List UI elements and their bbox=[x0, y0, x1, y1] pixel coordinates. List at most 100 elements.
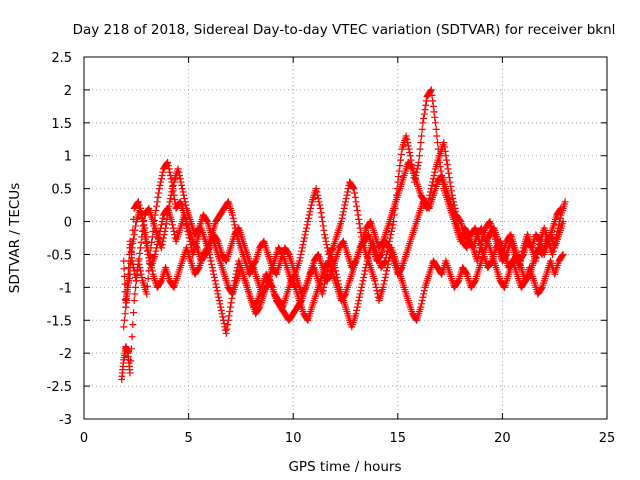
data-point bbox=[340, 204, 348, 212]
data-point bbox=[535, 236, 543, 244]
data-point bbox=[158, 171, 166, 179]
data-point bbox=[354, 300, 362, 308]
data-point bbox=[208, 260, 216, 268]
data-point bbox=[171, 196, 179, 204]
data-point bbox=[166, 168, 174, 176]
data-point bbox=[297, 250, 305, 258]
data-point bbox=[381, 277, 389, 285]
data-point bbox=[291, 282, 299, 290]
data-point bbox=[207, 257, 215, 265]
data-point bbox=[167, 191, 175, 199]
data-point bbox=[341, 291, 349, 299]
data-point bbox=[441, 147, 449, 155]
data-point bbox=[166, 198, 174, 206]
data-point bbox=[160, 231, 168, 239]
data-point bbox=[304, 218, 312, 226]
data-point bbox=[164, 162, 172, 170]
data-point bbox=[442, 152, 450, 160]
data-point bbox=[145, 254, 153, 262]
data-point bbox=[210, 273, 218, 281]
y-tick-label-8: 1 bbox=[64, 150, 72, 165]
data-point bbox=[525, 271, 533, 279]
data-point bbox=[152, 207, 160, 215]
y-tick-label-1: -2.5 bbox=[47, 380, 72, 395]
data-point bbox=[206, 254, 214, 262]
data-point bbox=[251, 258, 259, 266]
data-point bbox=[441, 143, 449, 151]
data-point bbox=[219, 313, 227, 321]
data-point bbox=[154, 193, 162, 201]
data-point bbox=[404, 142, 412, 150]
data-point bbox=[337, 218, 345, 226]
data-point bbox=[353, 303, 361, 311]
data-point bbox=[428, 181, 436, 189]
data-point bbox=[419, 119, 427, 127]
data-point bbox=[305, 211, 313, 219]
data-point bbox=[136, 204, 144, 212]
data-point bbox=[558, 252, 566, 260]
data-point bbox=[350, 185, 358, 193]
data-point bbox=[323, 241, 331, 249]
data-point bbox=[303, 221, 311, 229]
data-point bbox=[420, 114, 428, 122]
data-point bbox=[194, 265, 202, 273]
data-point bbox=[353, 306, 361, 314]
data-point bbox=[159, 168, 167, 176]
data-point bbox=[430, 108, 438, 116]
data-point bbox=[176, 171, 184, 179]
data-point bbox=[296, 254, 304, 262]
data-point bbox=[321, 231, 329, 239]
data-point bbox=[559, 250, 567, 258]
data-point bbox=[298, 244, 306, 252]
data-point bbox=[217, 303, 225, 311]
data-point bbox=[344, 188, 352, 196]
data-point bbox=[156, 181, 164, 189]
data-point bbox=[226, 307, 234, 315]
data-point bbox=[471, 278, 479, 286]
data-point bbox=[395, 167, 403, 175]
data-point bbox=[349, 184, 357, 192]
data-point bbox=[222, 326, 230, 334]
data-point bbox=[176, 175, 184, 183]
x-axis-label: GPS time / hours bbox=[288, 459, 401, 475]
data-point bbox=[226, 303, 234, 311]
data-point bbox=[182, 201, 190, 209]
data-point bbox=[229, 214, 237, 222]
data-point bbox=[443, 161, 451, 169]
data-point bbox=[397, 156, 405, 164]
data-point bbox=[389, 221, 397, 229]
data-point bbox=[380, 280, 388, 288]
data-point bbox=[222, 329, 230, 337]
data-point bbox=[129, 226, 137, 234]
data-point bbox=[397, 151, 405, 159]
data-point bbox=[224, 316, 232, 324]
data-point bbox=[474, 254, 482, 262]
data-point bbox=[443, 156, 451, 164]
data-point bbox=[556, 205, 564, 213]
y-tick-label-7: 0.5 bbox=[51, 183, 72, 198]
y-axis-label: SDTVAR / TECUs bbox=[7, 183, 23, 293]
chart-title: Day 218 of 2018, Sidereal Day-to-day VTE… bbox=[73, 22, 616, 38]
data-point bbox=[169, 221, 177, 229]
data-point bbox=[265, 276, 273, 284]
data-point bbox=[211, 277, 219, 285]
data-point bbox=[318, 290, 326, 298]
data-point bbox=[328, 245, 336, 253]
data-point bbox=[418, 132, 426, 140]
data-point bbox=[300, 234, 308, 242]
data-point bbox=[359, 277, 367, 285]
data-point bbox=[434, 139, 442, 147]
data-point bbox=[431, 168, 439, 176]
data-point bbox=[120, 265, 128, 273]
data-point bbox=[383, 267, 391, 275]
data-point bbox=[415, 158, 423, 166]
data-point bbox=[218, 310, 226, 318]
data-point bbox=[166, 195, 174, 203]
data-point bbox=[372, 283, 380, 291]
y-tick-label-9: 1.5 bbox=[51, 117, 72, 132]
x-tick-label-3: 15 bbox=[390, 431, 407, 446]
data-point bbox=[157, 175, 165, 183]
data-point bbox=[404, 139, 412, 147]
data-point bbox=[537, 284, 545, 292]
data-point bbox=[301, 231, 309, 239]
